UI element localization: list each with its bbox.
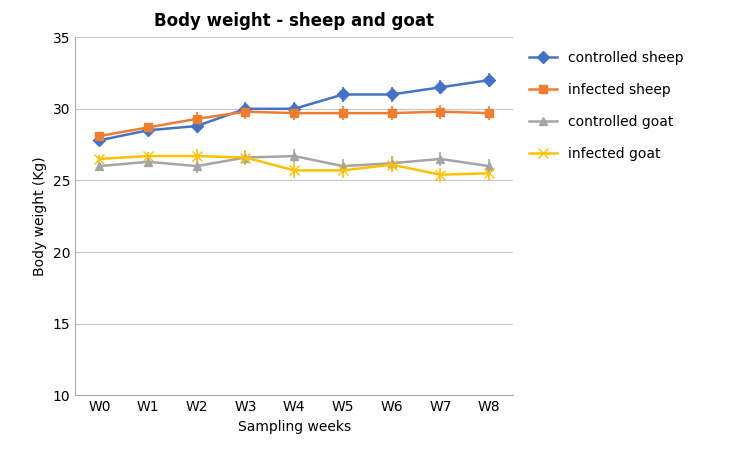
controlled sheep [484,77,494,83]
controlled sheep [387,92,396,97]
Line: controlled goat: controlled goat [95,152,494,170]
controlled goat [290,153,298,159]
infected sheep [484,110,494,116]
infected sheep [192,116,201,122]
infected sheep [94,133,104,139]
Line: infected sheep: infected sheep [95,107,494,140]
Title: Body weight - sheep and goat: Body weight - sheep and goat [154,12,434,30]
controlled goat [241,155,250,160]
Line: infected goat: infected goat [94,151,494,179]
X-axis label: Sampling weeks: Sampling weeks [238,420,351,434]
infected goat [192,153,201,159]
infected goat [436,172,445,178]
infected goat [387,162,396,167]
Legend: controlled sheep, infected sheep, controlled goat, infected goat: controlled sheep, infected sheep, contro… [529,51,684,161]
controlled goat [338,163,347,169]
infected sheep [143,125,152,130]
infected goat [290,167,298,173]
controlled goat [94,163,104,169]
infected sheep [290,110,298,116]
infected goat [338,167,347,173]
controlled sheep [290,106,298,112]
controlled sheep [192,123,201,129]
Line: controlled sheep: controlled sheep [95,76,494,145]
controlled sheep [143,127,152,133]
controlled sheep [94,138,104,143]
infected goat [484,171,494,176]
controlled sheep [241,106,250,112]
infected sheep [387,110,396,116]
controlled goat [484,163,494,169]
controlled goat [143,159,152,165]
infected goat [143,153,152,159]
controlled goat [387,160,396,166]
controlled sheep [436,85,445,90]
Y-axis label: Body weight (Kg): Body weight (Kg) [33,156,47,276]
controlled goat [436,156,445,162]
infected sheep [436,109,445,114]
infected sheep [241,109,250,114]
infected goat [241,155,250,160]
controlled goat [192,163,201,169]
infected goat [94,156,104,162]
infected sheep [338,110,347,116]
controlled sheep [338,92,347,97]
